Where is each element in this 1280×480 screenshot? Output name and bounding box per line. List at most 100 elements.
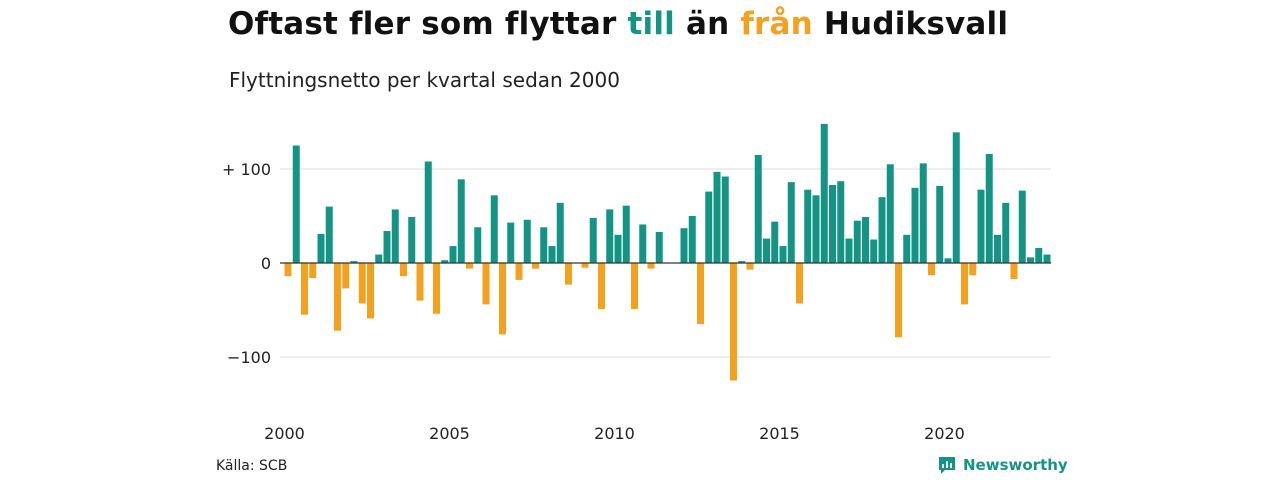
bar-negative <box>895 263 902 338</box>
bar-positive <box>845 238 853 263</box>
x-tick-label: 2000 <box>264 424 305 443</box>
bar-negative <box>342 263 350 289</box>
bar-positive <box>1035 247 1043 263</box>
x-tick-label: 2005 <box>429 424 470 443</box>
bar-positive <box>985 153 993 263</box>
bar-positive <box>507 222 515 263</box>
bar-positive <box>457 179 465 263</box>
x-tick-label: 2015 <box>759 424 800 443</box>
bar-positive <box>903 234 911 263</box>
bar-negative <box>969 263 977 276</box>
brand-name: Newsworthy <box>963 456 1068 474</box>
bar-positive <box>721 176 729 263</box>
bar-positive <box>804 189 812 263</box>
bar-positive <box>812 195 820 263</box>
bar-negative <box>730 263 737 381</box>
bar-negative <box>301 263 308 315</box>
bar-negative <box>358 263 366 304</box>
bar-positive <box>853 220 861 263</box>
x-tick-label: 2010 <box>594 424 635 443</box>
bar-negative <box>416 263 424 301</box>
bar-positive <box>829 184 836 263</box>
bar-chart: + 100 0 −100 2000 2005 2010 2015 2020 <box>222 123 1051 443</box>
y-tick-label: 0 <box>261 254 271 273</box>
bar-positive <box>383 231 391 263</box>
bar-positive <box>375 254 383 263</box>
bar-negative <box>515 263 523 280</box>
bar-positive <box>350 261 358 263</box>
title-highlight-in: till <box>627 6 675 42</box>
brand-logo: Newsworthy <box>937 455 1068 475</box>
axis-layer: + 100 0 −100 2000 2005 2010 2015 2020 <box>222 160 1051 443</box>
bar-negative <box>796 263 803 304</box>
bar-positive <box>977 189 985 263</box>
y-tick-label: −100 <box>227 348 271 367</box>
bar-positive <box>523 219 531 263</box>
bar-positive <box>911 187 919 263</box>
bar-positive <box>589 217 597 263</box>
bar-positive <box>878 197 886 263</box>
title-part1: Oftast fler som flyttar <box>228 6 628 42</box>
bar-positive <box>490 195 498 263</box>
bar-positive <box>952 132 960 263</box>
bar-positive <box>548 246 556 263</box>
bar-negative <box>631 263 638 310</box>
bar-positive <box>713 171 721 263</box>
bar-negative <box>598 263 605 310</box>
bar-positive <box>820 123 828 263</box>
bar-positive <box>919 163 927 263</box>
bar-negative <box>565 263 572 285</box>
bar-negative <box>697 263 704 325</box>
bar-negative <box>1010 263 1018 279</box>
bar-positive <box>639 224 647 263</box>
bar-negative <box>746 263 754 270</box>
bar-positive <box>449 246 457 263</box>
bar-positive <box>944 258 952 263</box>
x-tick-label: 2020 <box>924 424 965 443</box>
newsworthy-logo-icon <box>939 457 955 474</box>
bar-positive <box>1043 254 1051 263</box>
bar-negative <box>466 263 473 269</box>
bar-positive <box>994 234 1001 263</box>
bar-positive <box>837 181 845 263</box>
bar-positive <box>556 202 564 263</box>
bar-positive <box>408 216 416 263</box>
bar-positive <box>754 154 762 263</box>
bar-negative <box>928 263 935 276</box>
bar-negative <box>647 263 655 269</box>
bar-positive <box>424 161 432 263</box>
bar-negative <box>961 263 968 305</box>
bar-positive <box>779 246 787 263</box>
chart-subtitle: Flyttningsnetto per kvartal sedan 2000 <box>229 68 620 92</box>
bar-positive <box>474 227 482 263</box>
bar-positive <box>705 191 713 263</box>
title-part2: än <box>674 6 741 42</box>
source-note: Källa: SCB <box>216 458 288 474</box>
bar-positive <box>763 238 770 263</box>
bar-negative <box>400 263 407 277</box>
bar-positive <box>862 216 869 263</box>
bar-positive <box>1002 202 1010 263</box>
bar-positive <box>325 206 333 263</box>
bar-negative <box>499 263 506 335</box>
bar-positive <box>680 228 688 263</box>
title-highlight-out: från <box>740 6 813 42</box>
bar-positive <box>317 233 325 263</box>
bar-negative <box>482 263 490 305</box>
bar-positive <box>771 221 779 263</box>
bar-negative <box>433 263 440 314</box>
bar-positive <box>688 216 696 263</box>
bar-negative <box>284 263 292 277</box>
bar-positive <box>391 209 399 263</box>
bar-positive <box>292 145 300 263</box>
bar-positive <box>655 231 663 263</box>
bar-positive <box>870 239 878 263</box>
bar-positive <box>1027 257 1034 263</box>
bar-negative <box>334 263 341 331</box>
bar-negative <box>367 263 374 319</box>
bar-positive <box>1018 190 1026 263</box>
bar-positive <box>787 182 795 263</box>
y-tick-label: + 100 <box>222 160 271 179</box>
bar-negative <box>532 263 539 269</box>
bar-positive <box>540 227 548 263</box>
